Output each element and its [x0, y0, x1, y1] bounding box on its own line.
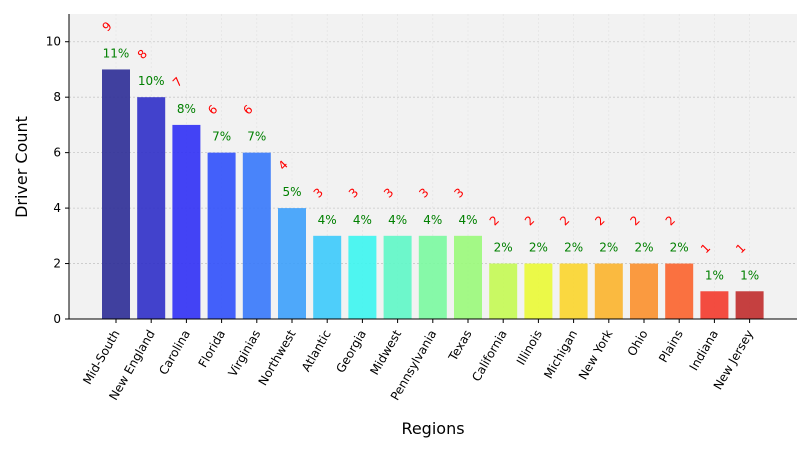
x-tick-label: Illinois	[514, 328, 545, 368]
percent-label: 4%	[388, 213, 407, 227]
percent-label: 1%	[705, 268, 724, 282]
percent-label: 4%	[353, 213, 372, 227]
x-tick-label: Carolina	[156, 328, 193, 378]
percent-label: 4%	[318, 213, 337, 227]
percent-label: 4%	[423, 213, 442, 227]
x-tick-label: Ohio	[625, 328, 651, 359]
bar	[278, 208, 306, 319]
percent-label: 7%	[212, 130, 231, 144]
percent-label: 8%	[177, 102, 196, 116]
percent-label: 7%	[247, 130, 266, 144]
bar	[735, 291, 764, 319]
y-tick-label: 4	[53, 201, 61, 215]
bar	[559, 263, 588, 319]
bar	[242, 152, 271, 319]
bar	[700, 291, 729, 319]
percent-label: 4%	[458, 213, 477, 227]
y-axis-ticks: 0 2 4 6 8 10	[46, 35, 69, 326]
y-tick-label: 2	[53, 257, 61, 271]
x-tick-label: Texas	[445, 328, 474, 365]
percent-label: 2%	[494, 241, 513, 255]
y-tick-label: 0	[53, 312, 61, 326]
bar	[313, 235, 342, 319]
bar	[665, 263, 694, 319]
percent-label: 2%	[529, 241, 548, 255]
bar	[418, 235, 447, 319]
percent-label: 11%	[103, 46, 130, 60]
bar	[102, 69, 130, 319]
x-tick-label: Midwest	[367, 327, 404, 377]
y-tick-label: 6	[53, 146, 61, 160]
bar	[630, 263, 658, 319]
bar	[489, 263, 518, 319]
percent-label: 1%	[740, 268, 759, 282]
bar	[172, 124, 201, 319]
bar	[454, 235, 482, 319]
x-tick-label: Virginias	[226, 328, 264, 380]
x-tick-label: Plains	[656, 328, 686, 365]
x-tick-label: New York	[576, 327, 616, 382]
x-tick-label: Michigan	[541, 328, 580, 382]
bar	[348, 235, 377, 319]
bar	[207, 152, 236, 319]
y-tick-label: 8	[53, 90, 61, 104]
bars	[102, 69, 764, 319]
bar	[594, 263, 623, 319]
x-tick-label: Georgia	[333, 328, 369, 376]
x-tick-label: Indiana	[687, 328, 721, 373]
y-tick-label: 10	[46, 35, 61, 49]
x-tick-label: Atlantic	[299, 328, 334, 375]
percent-label: 2%	[564, 241, 583, 255]
percent-label: 2%	[634, 241, 653, 255]
x-tick-label: California	[469, 328, 510, 384]
percent-label: 2%	[599, 241, 618, 255]
x-axis-title: Regions	[401, 419, 464, 438]
x-tick-label: Florida	[196, 328, 229, 370]
percent-label: 2%	[670, 241, 689, 255]
bar	[137, 97, 166, 319]
percent-label: 5%	[282, 185, 301, 199]
percent-label: 10%	[138, 74, 165, 88]
y-axis-title: Driver Count	[12, 116, 31, 218]
bar	[383, 235, 412, 319]
bar	[524, 263, 553, 319]
